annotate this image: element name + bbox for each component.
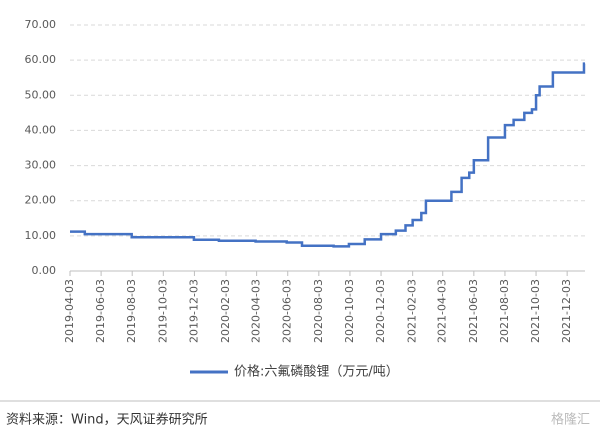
x-tick-label: 2021-12-03 bbox=[560, 279, 573, 343]
x-tick-label: 2020-06-03 bbox=[281, 279, 294, 343]
x-tick-label: 2020-12-03 bbox=[374, 279, 387, 343]
x-tick-label: 2021-10-03 bbox=[529, 279, 542, 343]
x-tick-label: 2020-08-03 bbox=[312, 279, 325, 343]
y-tick-label: 20.00 bbox=[25, 194, 57, 207]
line bbox=[70, 62, 586, 248]
x-tick-label: 2021-02-03 bbox=[406, 279, 419, 343]
y-tick-label: 40.00 bbox=[25, 123, 57, 136]
x-tick-label: 2019-04-03 bbox=[63, 279, 76, 343]
y-tick-label: 70.00 bbox=[25, 18, 57, 31]
y-tick-label: 30.00 bbox=[25, 159, 57, 172]
x-tick-label: 2020-02-03 bbox=[219, 279, 232, 343]
y-tick-label: 10.00 bbox=[25, 229, 57, 242]
x-tick-label: 2019-08-03 bbox=[125, 279, 138, 343]
x-tick-label: 2020-04-03 bbox=[250, 279, 263, 343]
x-tick-label: 2020-10-03 bbox=[343, 279, 356, 343]
x-tick-label: 2021-06-03 bbox=[467, 279, 480, 343]
x-tick-label: 2021-04-03 bbox=[436, 279, 449, 343]
y-tick-label: 60.00 bbox=[25, 53, 57, 66]
source: 资料来源：Wind，天风证券研究所 bbox=[6, 412, 208, 428]
legend-label: 价格:六氟磷酸锂（万元/吨） bbox=[234, 364, 399, 380]
x-tick-label: 2021-08-03 bbox=[498, 279, 511, 343]
x-tick-label: 2019-10-03 bbox=[156, 279, 169, 343]
x-tick-label: 2019-12-03 bbox=[187, 279, 200, 343]
y-tick-label: 0.00 bbox=[32, 264, 57, 277]
y-tick-label: 50.00 bbox=[25, 88, 57, 101]
x-tick-label: 2019-06-03 bbox=[94, 279, 107, 343]
watermark: 格隆汇 bbox=[551, 412, 590, 428]
